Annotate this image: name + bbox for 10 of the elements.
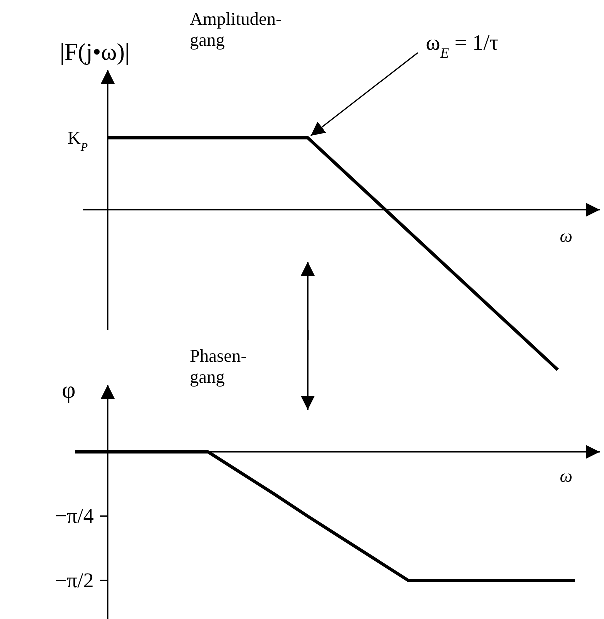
y-tick-label: −π/2 [55,568,94,592]
chart-title: Amplituden- gang [190,9,282,50]
text: ω$_{E}$ = 1/τ [426,30,499,62]
annotation: K$_{P}$ [68,128,88,154]
y-tick-label: −π/4 [55,504,94,528]
x-axis-title: ω [560,226,573,246]
y-axis-title: |F(j•ω)| [60,40,130,66]
y-axis-title: φ [62,378,76,404]
chart-title: Phasen- gang [190,346,247,387]
x-axis-title: ω [560,466,573,486]
